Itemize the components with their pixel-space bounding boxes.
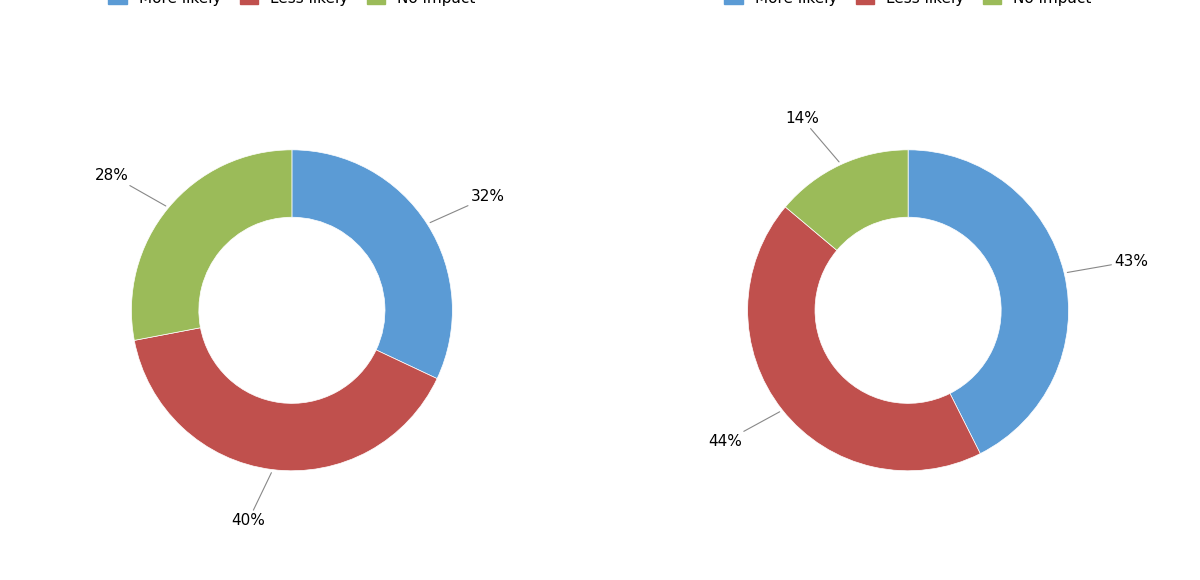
Wedge shape — [132, 150, 292, 340]
Text: 28%: 28% — [95, 168, 166, 206]
Wedge shape — [292, 150, 452, 379]
Text: 32%: 32% — [430, 189, 505, 223]
Wedge shape — [908, 150, 1068, 454]
Wedge shape — [785, 150, 908, 251]
Legend: More likely, Less likely, No impact: More likely, Less likely, No impact — [108, 0, 475, 6]
Text: 44%: 44% — [708, 412, 780, 449]
Text: 43%: 43% — [1067, 254, 1148, 273]
Text: 40%: 40% — [232, 473, 271, 528]
Legend: More likely, Less likely, No impact: More likely, Less likely, No impact — [725, 0, 1092, 6]
Wedge shape — [748, 207, 980, 471]
Text: 14%: 14% — [785, 111, 839, 162]
Wedge shape — [134, 328, 437, 471]
